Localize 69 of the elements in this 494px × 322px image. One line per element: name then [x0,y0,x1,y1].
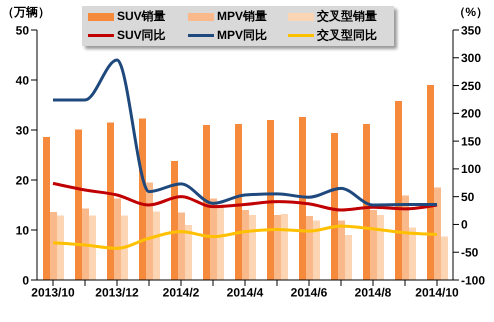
bar [153,212,160,280]
bar [249,215,256,280]
bar [50,212,57,280]
legend-label: MPV销量 [217,8,268,25]
y2-tick-label: 350 [461,23,482,38]
y2-tick-label: -100 [461,273,486,288]
x-tick-label: 2014/2 [162,286,200,300]
bar [409,228,416,280]
y2-tick-label: 100 [461,162,482,176]
x-tick-label: 2014/8 [354,286,392,300]
y2-tick-label: 250 [461,78,482,93]
bar [377,215,384,280]
bar [242,210,249,280]
bar [171,161,178,280]
bar [338,220,345,280]
line-series [52,182,438,212]
bar [434,188,441,280]
bar [43,137,50,280]
bar [89,216,96,280]
y2-tick-label: 0 [461,218,468,232]
bar [235,124,242,280]
bar [427,85,434,280]
bar [178,212,185,280]
y2-tick-label: 300 [461,51,482,66]
y-tick-label: 40 [16,73,30,88]
bar [217,208,224,280]
bar [75,130,82,280]
bar [395,101,402,280]
bar [363,124,370,280]
y-tick-label: 10 [16,223,30,238]
bar [57,216,64,280]
legend-label: SUV同比 [117,27,166,44]
y2-tick-label: 150 [461,134,482,148]
line-series [52,58,438,206]
y2-axis-title: （%） [453,4,488,21]
bar [185,225,192,280]
y2-tick-label: -50 [461,245,479,260]
legend-label: 交叉型同比 [317,27,377,44]
bar [203,125,210,280]
x-tick-label: 2014/10 [415,286,460,300]
y-tick-label: 20 [16,173,30,188]
y-axis-title: （万辆） [2,4,50,21]
bar [114,198,121,280]
x-tick-label: 2014/4 [226,286,264,300]
bar [107,122,114,280]
bar [267,120,274,280]
bar [299,117,306,280]
bar [274,215,281,280]
line-series [52,224,438,250]
bar [345,235,352,280]
legend-label: SUV销量 [117,8,166,25]
x-tick-label: 2013/10 [31,286,76,300]
x-tick-label: 2013/12 [95,286,140,300]
x-tick-label: 2014/6 [290,286,328,300]
bar [82,208,89,280]
y-tick-label: 0 [22,273,30,288]
y2-tick-label: 50 [461,190,475,204]
bar [441,236,448,280]
legend-label: 交叉型销量 [317,8,377,25]
y2-tick-label: 200 [461,106,482,121]
bar [331,133,338,280]
bar [281,214,288,280]
legend-label: MPV同比 [217,27,268,44]
bar [121,216,128,280]
bar [313,220,320,280]
bar [306,216,313,280]
y-tick-label: 50 [16,23,30,38]
bar [370,210,377,280]
y-tick-label: 30 [16,123,30,138]
